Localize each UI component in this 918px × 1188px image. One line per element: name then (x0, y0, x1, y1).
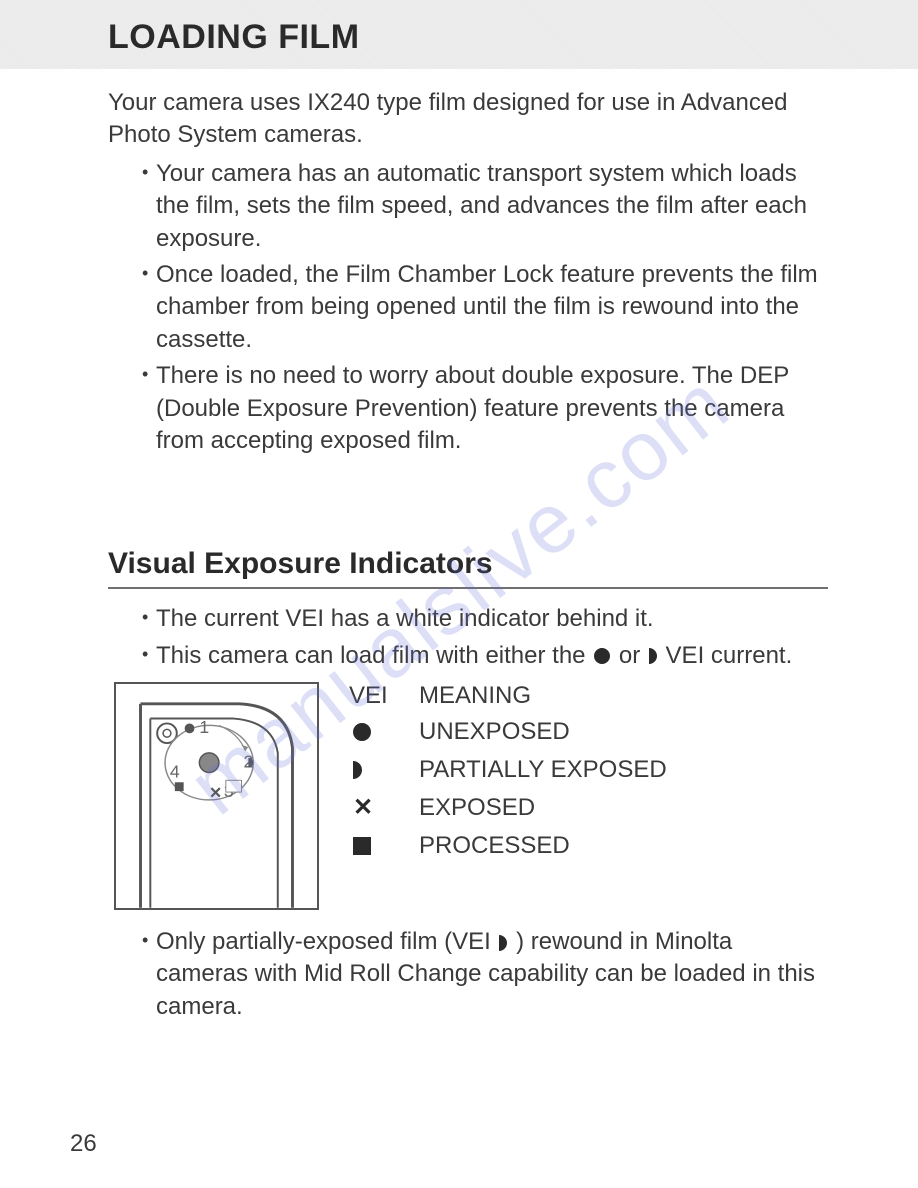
text-fragment: Only partially-exposed film (VEI (156, 928, 497, 955)
vei-meaning: EXPOSED (419, 794, 535, 822)
top-bullet-list: Your camera has an automatic transport s… (108, 158, 828, 458)
vei-row-exposed: ✕ EXPOSED (349, 792, 667, 824)
vei-meaning: PARTIALLY EXPOSED (419, 756, 667, 784)
svg-text:1: 1 (199, 717, 209, 737)
svg-text:✕: ✕ (209, 785, 222, 802)
vei-icon-cell (349, 837, 419, 855)
svg-text:4: 4 (170, 761, 180, 781)
intro-paragraph: Your camera uses IX240 type film designe… (108, 87, 828, 152)
vei-row-unexposed: UNEXPOSED (349, 716, 667, 748)
half-circle-icon (499, 935, 507, 951)
vei-bullet-list-bottom: Only partially-exposed film (VEI ) rewou… (108, 926, 828, 1023)
list-item-partial-film: Only partially-exposed film (VEI ) rewou… (142, 926, 828, 1023)
vei-header-meaning-col: MEANING (419, 682, 531, 710)
vei-meaning: PROCESSED (419, 832, 570, 860)
circle-icon (594, 648, 610, 664)
vei-table: VEI MEANING UNEXPOSED PARTIALLY EXPOSED … (349, 682, 667, 868)
vei-diagram-row: 1 2 3 4 ✕ VEI MEANING UNEXPOSED (108, 682, 828, 910)
vei-icon-cell: ✕ (349, 796, 419, 820)
vei-icon-cell (349, 723, 419, 741)
vei-meaning: UNEXPOSED (419, 718, 570, 746)
cassette-svg: 1 2 3 4 ✕ (116, 684, 317, 908)
list-item: The current VEI has a white indicator be… (142, 603, 828, 635)
vei-bullet-list-top: The current VEI has a white indicator be… (108, 603, 828, 672)
page-number: 26 (70, 1130, 97, 1158)
x-icon: ✕ (353, 796, 373, 820)
text-fragment: This camera can load film with either th… (156, 642, 592, 669)
vei-table-header: VEI MEANING (349, 682, 667, 710)
vei-header-icon-col: VEI (349, 682, 419, 710)
square-icon (353, 837, 371, 855)
half-circle-icon (649, 648, 657, 664)
text-fragment: VEI current. (666, 642, 793, 669)
text-fragment: or (619, 642, 647, 669)
list-item: Your camera has an automatic transport s… (142, 158, 828, 255)
cassette-diagram: 1 2 3 4 ✕ (114, 682, 319, 910)
half-circle-icon (353, 761, 362, 779)
page-title: LOADING FILM (0, 18, 918, 57)
header-band: LOADING FILM (0, 0, 918, 69)
list-item: Once loaded, the Film Chamber Lock featu… (142, 259, 828, 356)
circle-icon (353, 723, 371, 741)
page-content: Your camera uses IX240 type film designe… (0, 87, 918, 1023)
vei-subheading: Visual Exposure Indicators (108, 547, 828, 589)
vei-row-partial: PARTIALLY EXPOSED (349, 754, 667, 786)
vei-icon-cell (349, 761, 419, 779)
list-item-load-film: This camera can load film with either th… (142, 640, 828, 672)
list-item: There is no need to worry about double e… (142, 360, 828, 457)
vei-row-processed: PROCESSED (349, 830, 667, 862)
